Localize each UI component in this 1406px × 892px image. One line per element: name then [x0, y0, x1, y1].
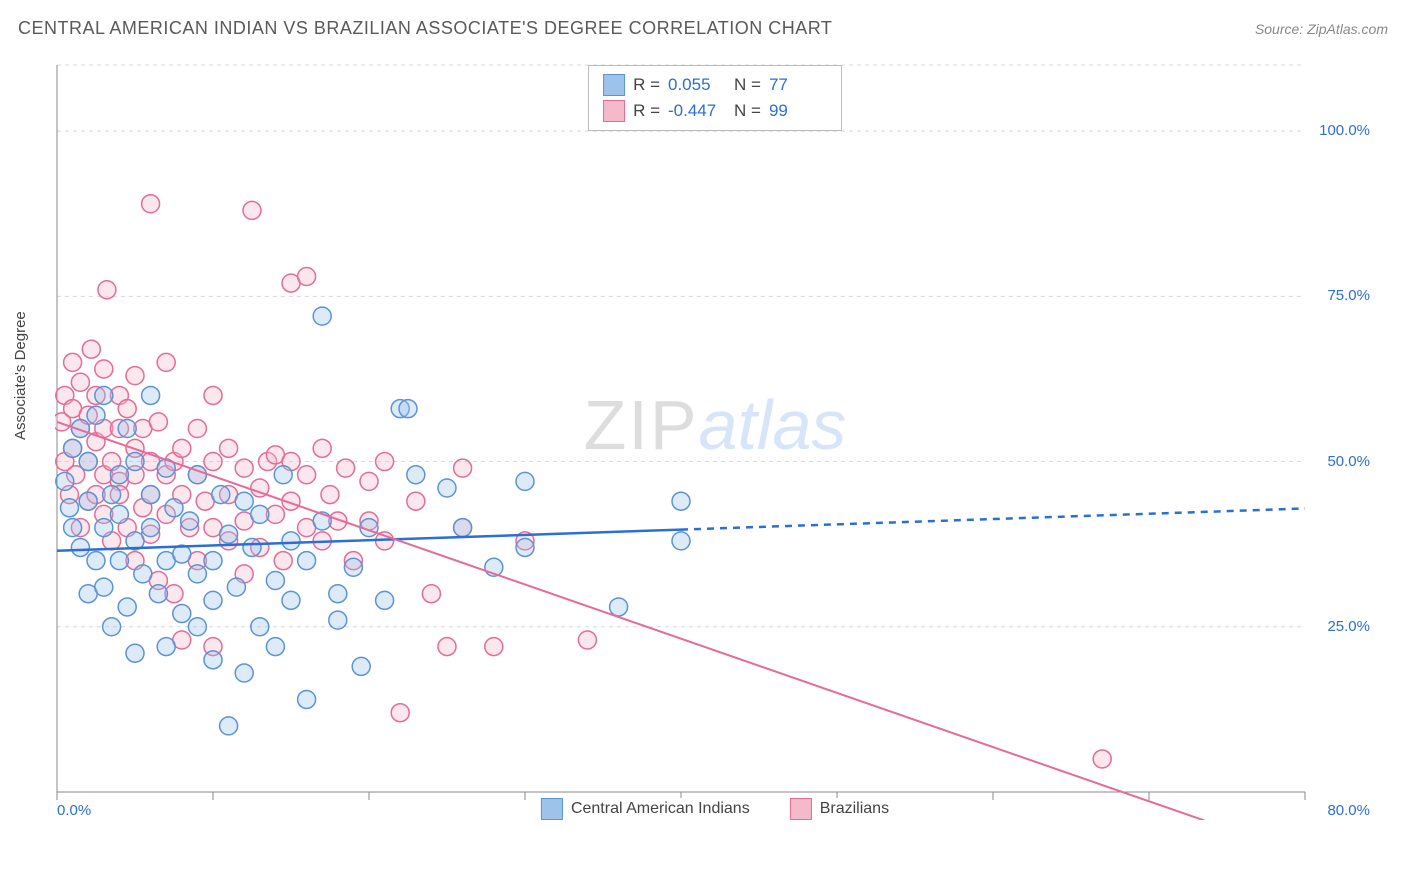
r-label: R = — [633, 101, 660, 121]
swatch-series-0 — [541, 798, 563, 820]
legend: Central American Indians Brazilians — [531, 798, 899, 820]
swatch-series-1 — [603, 100, 625, 122]
n-value-1: 99 — [769, 101, 827, 121]
n-label: N = — [734, 101, 761, 121]
stats-row-series-0: R = 0.055 N = 77 — [603, 72, 827, 98]
y-tick-label: 50.0% — [1327, 453, 1370, 470]
swatch-series-1 — [790, 798, 812, 820]
r-label: R = — [633, 75, 660, 95]
x-tick-label: 0.0% — [57, 802, 91, 819]
scatter-plot — [55, 60, 1375, 820]
source-label: Source: ZipAtlas.com — [1255, 21, 1388, 37]
legend-label-0: Central American Indians — [571, 800, 750, 818]
x-tick-label: 80.0% — [1327, 802, 1370, 819]
stats-box: R = 0.055 N = 77 R = -0.447 N = 99 — [588, 65, 842, 131]
y-axis-label: Associate's Degree — [12, 311, 29, 440]
n-value-0: 77 — [769, 75, 827, 95]
chart-title: CENTRAL AMERICAN INDIAN VS BRAZILIAN ASS… — [18, 18, 832, 39]
y-tick-label: 75.0% — [1327, 287, 1370, 304]
stats-row-series-1: R = -0.447 N = 99 — [603, 98, 827, 124]
legend-item-1: Brazilians — [790, 798, 889, 820]
legend-label-1: Brazilians — [820, 800, 889, 818]
y-tick-label: 25.0% — [1327, 618, 1370, 635]
r-value-0: 0.055 — [668, 75, 726, 95]
r-value-1: -0.447 — [668, 101, 726, 121]
y-tick-label: 100.0% — [1319, 122, 1370, 139]
chart-area: ZIPatlas R = 0.055 N = 77 R = -0.447 N =… — [55, 60, 1375, 820]
legend-item-0: Central American Indians — [541, 798, 750, 820]
swatch-series-0 — [603, 74, 625, 96]
n-label: N = — [734, 75, 761, 95]
